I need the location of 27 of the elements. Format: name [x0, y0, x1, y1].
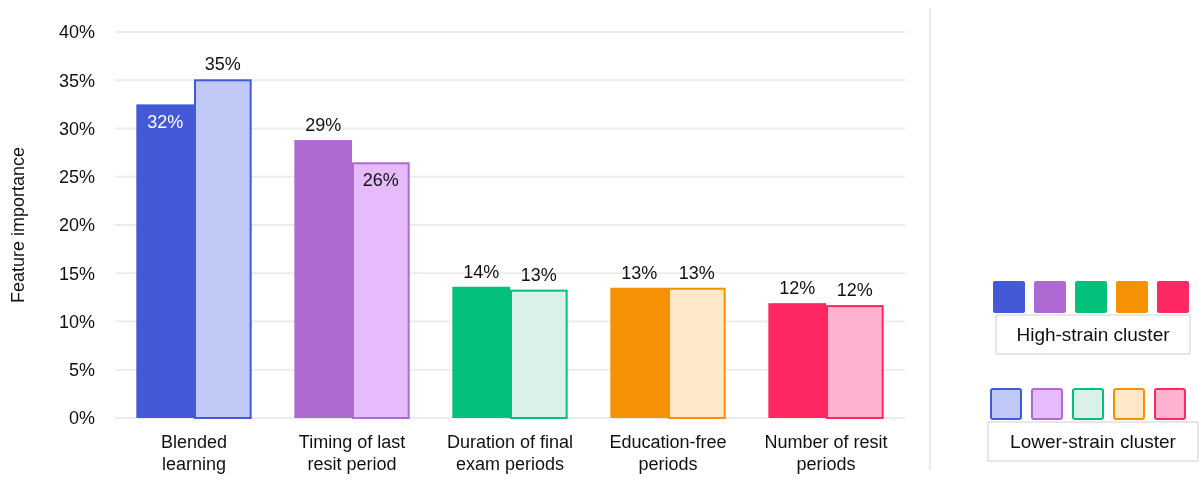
y-tick-label: 25%	[58, 167, 95, 188]
data-label: 35%	[204, 54, 241, 75]
y-axis-title: Feature importance	[8, 146, 28, 304]
y-tick-label: 30%	[58, 118, 95, 139]
data-label: 26%	[362, 170, 399, 191]
y-tick-label: 40%	[58, 22, 95, 43]
y-tick-label: 0%	[68, 408, 95, 429]
y-tick-label: 15%	[58, 263, 95, 284]
data-label: 12%	[836, 280, 873, 301]
x-tick-label: Duration of final exam periods	[446, 432, 574, 474]
y-tick-label: 10%	[58, 311, 95, 332]
data-label: 13%	[678, 262, 715, 283]
y-tick-label: 20%	[58, 215, 95, 236]
data-label: 13%	[621, 262, 658, 283]
legend-label: Lower-strain cluster	[1010, 431, 1177, 452]
x-tick-label: Education-free periods	[609, 432, 727, 474]
data-label: 12%	[779, 278, 816, 299]
data-label: 13%	[520, 264, 557, 285]
y-tick-label: 35%	[58, 70, 95, 91]
y-tick-label: 5%	[68, 360, 95, 381]
legend-label: High-strain cluster	[1016, 324, 1171, 345]
x-tick-label: Number of resit periods	[764, 432, 888, 474]
x-tick-label: Blended learning	[160, 432, 228, 474]
x-tick-label: Timing of last resit period	[298, 432, 406, 474]
data-label: 32%	[147, 112, 184, 133]
data-label: 29%	[305, 115, 342, 136]
data-label: 14%	[463, 261, 500, 282]
